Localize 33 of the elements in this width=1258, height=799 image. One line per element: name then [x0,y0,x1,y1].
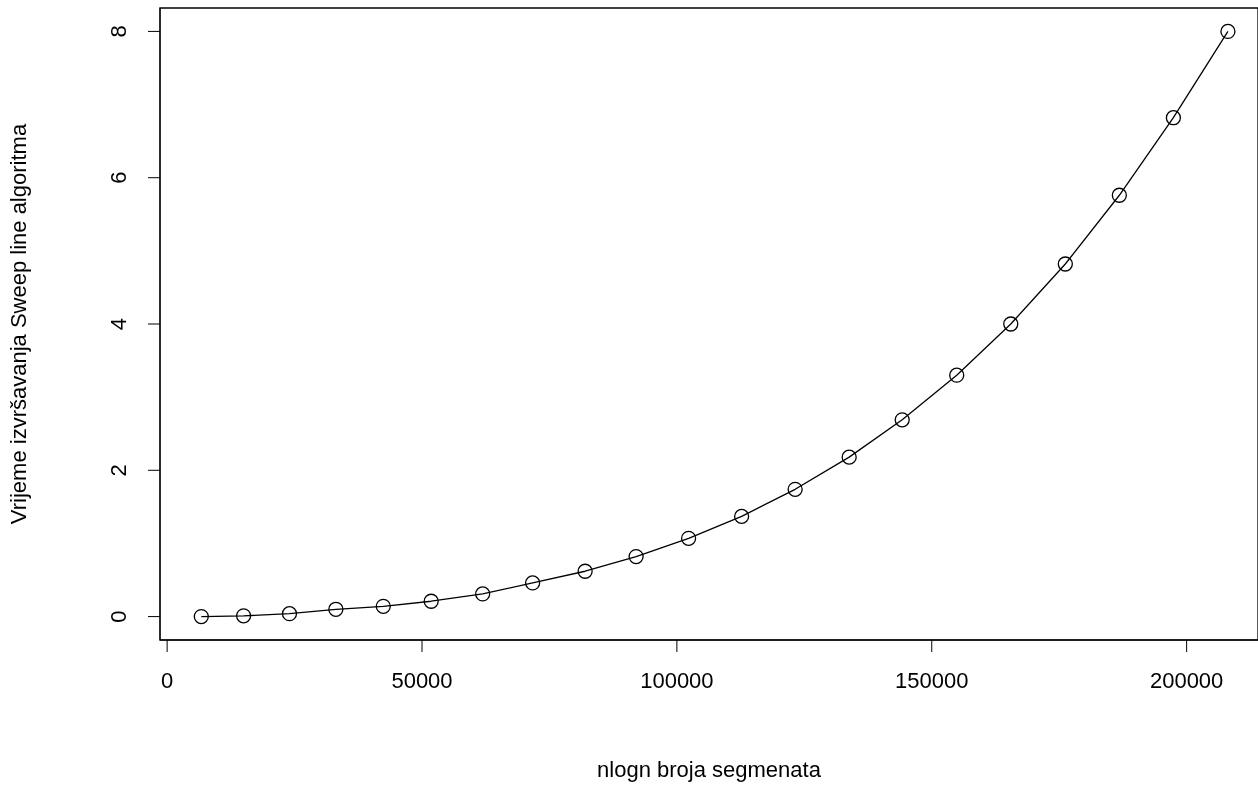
y-tick-label: 6 [106,171,131,184]
point [475,586,491,602]
x-axis-title: nlogn broja segmenata [597,757,822,782]
point [841,449,857,465]
point [1165,110,1182,126]
x-tick-label: 150000 [895,667,969,693]
point [235,608,252,624]
point [328,601,344,617]
point [628,548,644,565]
x-tick-label: 0 [161,667,174,693]
point [375,598,391,614]
x-tick-label: 100000 [640,667,714,693]
point [577,563,593,579]
point [524,575,541,591]
y-tick-label: 2 [106,464,131,477]
point [1003,316,1019,332]
point [949,367,965,383]
point [680,530,697,546]
point [1111,187,1127,203]
y-tick-label: 8 [106,25,131,38]
y-axis-title: Vrijeme izvršavanja Sweep line algoritma [5,123,31,525]
x-tick-label: 50000 [391,667,453,693]
point [423,593,439,609]
point [787,481,803,497]
x-tick-label: 200000 [1149,667,1224,693]
point [894,412,910,428]
y-tick-label: 4 [106,317,131,331]
point [193,608,209,625]
point [1220,23,1236,40]
y-tick-label: 0 [106,610,131,623]
point [1057,256,1073,272]
point [281,606,298,622]
point [733,508,750,525]
